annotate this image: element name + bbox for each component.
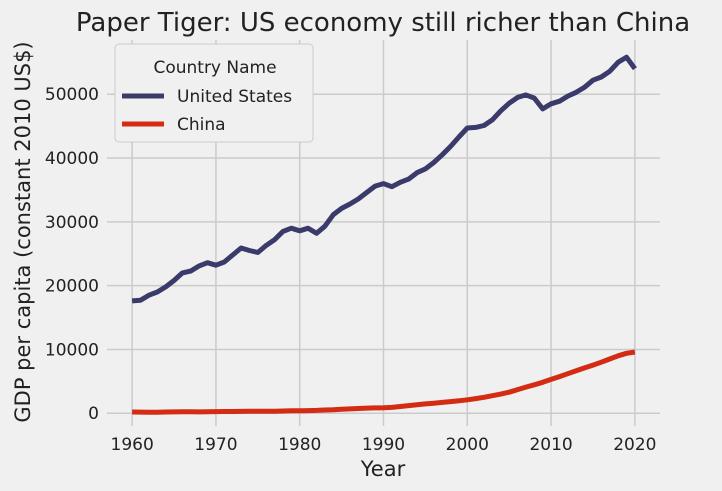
legend: Country Name United States China <box>114 43 314 143</box>
y-tick-label: 20000 <box>45 277 99 297</box>
x-tick-label: 2020 <box>613 435 656 455</box>
x-tick-label: 1970 <box>194 435 237 455</box>
x-tick-label: 2010 <box>529 435 572 455</box>
series-line-united-states <box>131 54 637 304</box>
y-tick-label: 40000 <box>45 149 99 169</box>
x-tick-label: 1980 <box>278 435 321 455</box>
y-tick-labels: 0 10000 20000 30000 40000 50000 <box>45 85 99 424</box>
y-tick-label: 50000 <box>45 85 99 105</box>
x-axis-label: Year <box>360 457 406 481</box>
legend-title: Country Name <box>153 58 276 78</box>
y-tick-label: 30000 <box>45 213 99 233</box>
legend-label-united-states: United States <box>177 87 292 107</box>
y-axis-label: GDP per capita (constant 2010 US$) <box>11 41 35 422</box>
x-tick-label: 1960 <box>111 435 154 455</box>
x-tick-label: 1990 <box>362 435 405 455</box>
series-line-china <box>132 349 636 415</box>
series-lines <box>131 54 637 415</box>
x-tick-label: 2000 <box>446 435 489 455</box>
y-tick-label: 10000 <box>45 340 99 360</box>
legend-box <box>114 43 314 143</box>
y-tick-label: 0 <box>88 404 99 424</box>
legend-label-china: China <box>177 115 226 135</box>
x-tick-labels: 1960 1970 1980 1990 2000 2010 2020 <box>111 435 657 455</box>
chart-title: Paper Tiger: US economy still richer tha… <box>76 8 690 38</box>
